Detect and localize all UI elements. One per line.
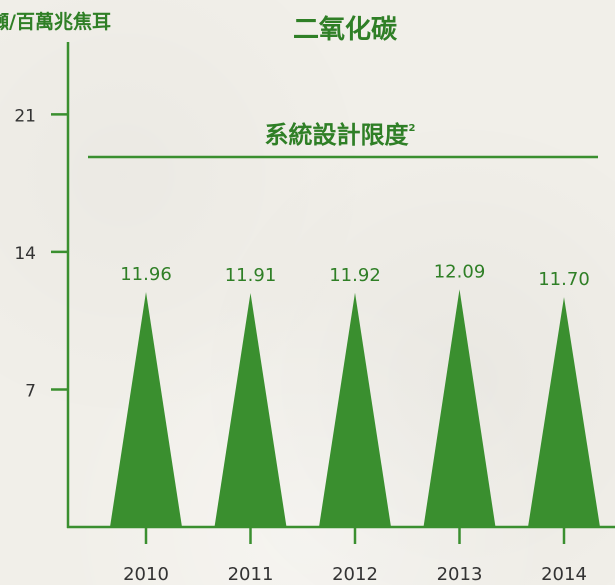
- chart-title: 二氧化碳: [293, 15, 398, 45]
- y-tick-label: 7: [25, 381, 36, 401]
- value-label-2011: 11.91: [225, 265, 277, 286]
- x-tick-label-2011: 2011: [228, 564, 274, 585]
- x-tick-label-2014: 2014: [541, 564, 587, 585]
- bar-2010: [110, 291, 182, 527]
- value-label-2012: 11.92: [329, 265, 381, 286]
- value-label-2014: 11.70: [538, 269, 590, 290]
- bar-2014: [528, 297, 600, 527]
- bar-2011: [214, 292, 287, 527]
- bar-2013: [423, 289, 496, 527]
- y-tick-label: 21: [14, 106, 36, 126]
- design-limit-superscript: 2: [409, 123, 416, 134]
- y-ticks: 7 14 21: [14, 106, 68, 401]
- bar-marks: [110, 289, 600, 527]
- x-tick-labels: 2010 2011 2012 2013 2014: [123, 527, 587, 585]
- value-label-2013: 12.09: [434, 261, 486, 282]
- design-limit-label: 系統設計限度2: [265, 121, 416, 149]
- value-label-2010: 11.96: [120, 264, 172, 285]
- y-tick-label: 14: [14, 244, 36, 264]
- bar-2012: [319, 292, 391, 527]
- data-labels: 11.96 11.91 11.92 12.09 11.70: [120, 261, 590, 290]
- x-tick-label-2010: 2010: [123, 564, 169, 585]
- x-tick-label-2013: 2013: [437, 564, 483, 585]
- y-axis-label: 噸/百萬兆焦耳: [0, 10, 111, 33]
- x-tick-label-2012: 2012: [332, 564, 378, 585]
